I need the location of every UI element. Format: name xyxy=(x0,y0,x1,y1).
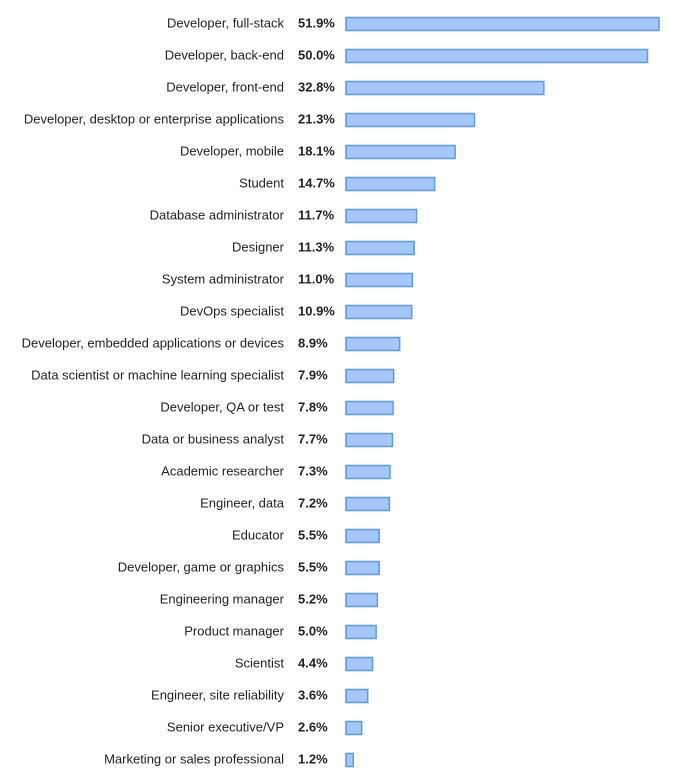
bar xyxy=(345,656,374,672)
bar xyxy=(345,112,476,128)
value-label: 10.9% xyxy=(298,303,335,318)
value-label: 51.9% xyxy=(298,15,335,30)
value-label: 1.2% xyxy=(298,751,328,766)
category-label: Data scientist or machine learning speci… xyxy=(31,367,284,382)
value-label: 5.2% xyxy=(298,591,328,606)
bar xyxy=(345,176,436,192)
bar xyxy=(345,272,414,288)
bar xyxy=(345,432,394,448)
value-label: 8.9% xyxy=(298,335,328,350)
category-label: Academic researcher xyxy=(161,463,284,478)
bar xyxy=(345,48,649,64)
category-label: Database administrator xyxy=(150,207,285,222)
category-label: Product manager xyxy=(184,623,284,638)
category-label: System administrator xyxy=(162,271,285,286)
category-label: Developer, mobile xyxy=(180,143,284,158)
bar xyxy=(345,208,418,224)
bar xyxy=(345,240,415,256)
bar xyxy=(345,752,354,768)
bar xyxy=(345,560,380,576)
category-label: Developer, front-end xyxy=(166,79,284,94)
value-label: 7.8% xyxy=(298,399,328,414)
value-label: 7.7% xyxy=(298,431,328,446)
bar xyxy=(345,464,391,480)
category-label: Senior executive/VP xyxy=(167,719,284,734)
value-label: 2.6% xyxy=(298,719,328,734)
category-label: Engineer, data xyxy=(200,495,285,510)
value-label: 32.8% xyxy=(298,79,335,94)
value-label: 11.3% xyxy=(298,239,335,254)
category-label: Student xyxy=(239,175,284,190)
bar xyxy=(345,400,394,416)
category-label: Scientist xyxy=(235,655,285,670)
category-label: Engineer, site reliability xyxy=(151,687,284,702)
value-label: 4.4% xyxy=(298,655,328,670)
category-label: Engineering manager xyxy=(160,591,285,606)
value-label: 7.3% xyxy=(298,463,328,478)
value-label: 5.5% xyxy=(298,559,328,574)
value-label: 11.7% xyxy=(298,207,335,222)
bar xyxy=(345,336,401,352)
category-label: Educator xyxy=(232,527,285,542)
category-label: Developer, back-end xyxy=(165,47,284,62)
bar xyxy=(345,688,369,704)
category-label: Developer, embedded applications or devi… xyxy=(22,335,285,350)
category-label: Developer, game or graphics xyxy=(118,559,285,574)
bar xyxy=(345,304,413,320)
category-label: Data or business analyst xyxy=(142,431,285,446)
value-label: 21.3% xyxy=(298,111,335,126)
category-label: DevOps specialist xyxy=(180,303,284,318)
value-label: 7.9% xyxy=(298,367,328,382)
bar xyxy=(345,368,395,384)
value-label: 14.7% xyxy=(298,175,335,190)
category-label: Designer xyxy=(232,239,285,254)
value-label: 50.0% xyxy=(298,47,335,62)
bar xyxy=(345,144,456,160)
value-label: 18.1% xyxy=(298,143,335,158)
bar xyxy=(345,80,545,96)
category-label: Marketing or sales professional xyxy=(104,751,284,766)
value-label: 5.0% xyxy=(298,623,328,638)
bar xyxy=(345,528,380,544)
bar xyxy=(345,720,363,736)
bar xyxy=(345,624,377,640)
bar xyxy=(345,592,379,608)
category-label: Developer, full-stack xyxy=(167,15,285,30)
value-label: 3.6% xyxy=(298,687,328,702)
category-label: Developer, desktop or enterprise applica… xyxy=(24,111,285,126)
category-label: Developer, QA or test xyxy=(160,399,284,414)
bar xyxy=(345,496,391,512)
bar xyxy=(345,16,660,32)
value-label: 7.2% xyxy=(298,495,328,510)
value-label: 11.0% xyxy=(298,271,335,286)
value-label: 5.5% xyxy=(298,527,328,542)
